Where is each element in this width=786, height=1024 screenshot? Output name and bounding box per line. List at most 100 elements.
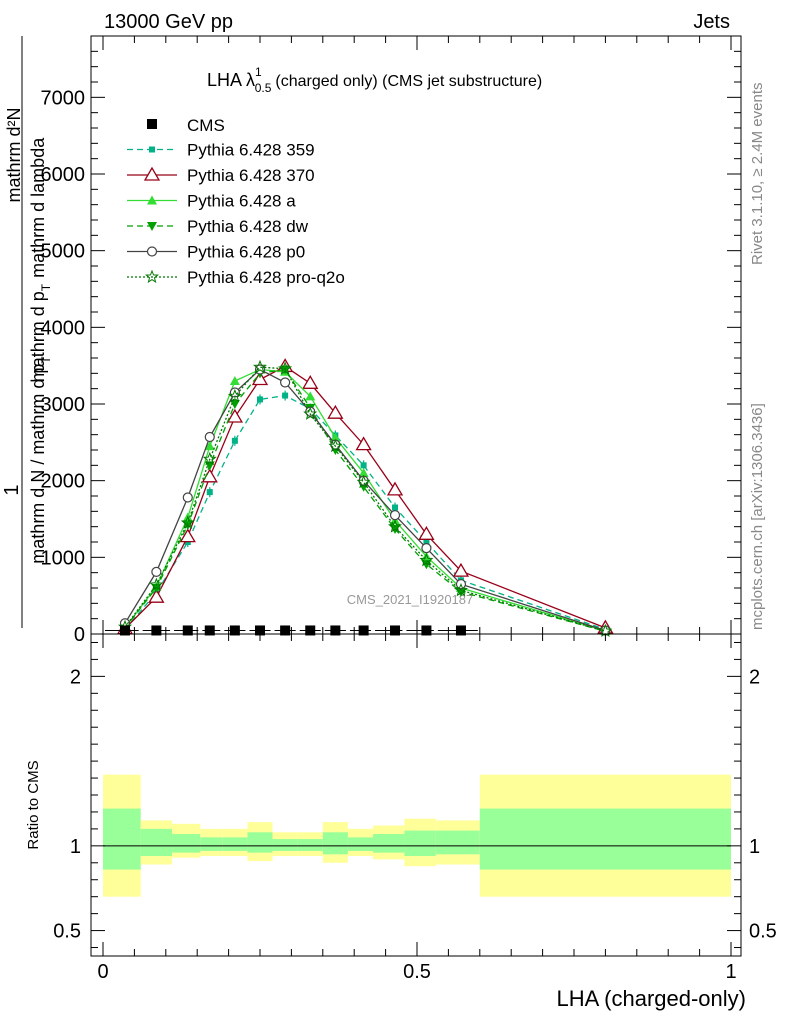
chart-title-sub: 0.5: [255, 81, 272, 95]
main-axis-ticks: 0 1000 2000 3000 4000 5000 6000 7000: [41, 35, 741, 646]
ratio-tick-label-left: 0.5: [53, 921, 81, 943]
legend-marker-1: [143, 166, 161, 181]
series-point-0-5: [257, 396, 263, 403]
series-point-1-9: [355, 436, 372, 451]
ratio-axis-label: Ratio to CMS: [25, 760, 42, 849]
y-label-dlambda: mathrm d lambda: [28, 137, 48, 278]
series-point-2-8: [330, 432, 341, 442]
series-point-1-2: [179, 528, 196, 543]
y-label-dn-dp-sub: T: [39, 356, 53, 364]
y-tick-label: 5000: [41, 241, 86, 263]
ratio-band-inner-0: [103, 808, 141, 870]
ratio-band-inner-9: [347, 837, 374, 851]
legend-marker-0: [149, 146, 155, 153]
y-label-dp-sub: T: [39, 283, 53, 291]
chart-title-main: LHA λ: [207, 70, 255, 90]
series-line-2: [124, 368, 606, 632]
y-label-dn-dp: mathrm d N / mathrm d p: [28, 364, 48, 564]
y-label-d2n: mathrm d²N: [4, 107, 24, 202]
series-point-5-1: [149, 577, 164, 591]
y-tick-label: 7000: [41, 87, 86, 109]
series-point-0-4: [231, 437, 238, 444]
series-point-5-8: [328, 438, 343, 453]
ratio-band-inner-5: [247, 832, 273, 853]
legend-label-3: Pythia 6.428 dw: [187, 217, 309, 236]
series-point-1-11: [418, 526, 435, 540]
series-point-1-4: [226, 408, 244, 423]
ratio-band-inner-7: [297, 839, 323, 851]
collision-energy-label: 13000 GeV pp: [104, 11, 233, 33]
series-point-5-4: [227, 388, 242, 403]
series-point-5-11: [419, 553, 434, 567]
ratio-band-inner-6: [272, 839, 298, 851]
legend-label-4: Pythia 6.428 p0: [187, 243, 305, 262]
y-tick-label: 3000: [41, 394, 86, 416]
series-point-4-1: [151, 566, 162, 578]
cms-point-10: [390, 625, 401, 636]
legend-marker-3: [147, 222, 157, 231]
ratio-band-inner-10: [373, 833, 405, 853]
legend-marker-2: [147, 195, 157, 205]
ratio-band-inner-4: [222, 837, 248, 851]
series-point-5-9: [356, 474, 371, 489]
y-axis-label-top: mathrm d²N: [4, 107, 24, 202]
series-point-5-6: [278, 361, 293, 375]
cms-data-points: [105, 625, 478, 636]
rivet-version-label: Rivet 3.1.10, ≥ 2.4M events: [749, 83, 766, 266]
series-layer: [116, 358, 614, 637]
cms-point-1: [151, 625, 162, 636]
ratio-band-inner-1: [140, 828, 173, 857]
series-point-5-5: [253, 359, 267, 374]
y-tick-label: 4000: [41, 317, 86, 339]
cms-point-3: [204, 625, 215, 636]
ratio-tick-label-right: 1: [749, 836, 760, 858]
series-point-5-2: [180, 515, 195, 529]
y-axis-label: 1 mathrm d²N mathrm d pTmathrm d lambda …: [1, 36, 53, 628]
series-point-2-7: [305, 391, 316, 401]
y-axis-label-top-b: mathrm d pTmathrm d lambda: [28, 137, 53, 382]
cms-point-11: [421, 625, 432, 636]
series-point-4-2: [182, 492, 193, 503]
series-5: [118, 359, 613, 637]
series-point-0-3: [206, 489, 213, 496]
x-tick-label: 0.5: [403, 961, 431, 983]
series-point-1-1: [148, 588, 165, 603]
series-point-1-10: [386, 481, 404, 496]
series-point-4-10: [389, 510, 401, 521]
cms-point-12: [455, 625, 466, 636]
legend-marker-5: [145, 269, 159, 284]
legend-label-2: Pythia 6.428 a: [187, 192, 296, 211]
series-point-5-10: [388, 519, 402, 533]
watermark: CMS_2021_I1920187: [347, 592, 474, 607]
cms-point-8: [330, 625, 341, 636]
process-label: Jets: [693, 11, 730, 33]
series-line-3: [124, 368, 606, 632]
mcplots-label: mcplots.cern.ch [arXiv:1306.3436]: [749, 403, 766, 630]
ratio-band-inner-12: [435, 830, 480, 855]
series-point-4-11: [421, 543, 432, 554]
series-point-5-12: [454, 582, 469, 597]
cms-point-0: [119, 625, 130, 636]
chart-title-sup: 1: [255, 65, 262, 79]
legend-marker-cms: [147, 119, 157, 129]
series-line-4: [124, 368, 606, 632]
ratio-tick-label-right: 2: [749, 666, 760, 688]
series-point-2-9: [358, 468, 369, 477]
cms-point-6: [280, 625, 291, 636]
ratio-band-inner-3: [200, 837, 223, 851]
series-point-5-7: [303, 406, 318, 420]
series-point-4-6: [280, 377, 291, 388]
y-tick-label: 6000: [41, 164, 86, 186]
y-tick-label: 0: [74, 624, 85, 646]
x-axis-ticks: 0 0.5 1: [97, 634, 737, 983]
legend-label-5: Pythia 6.428 pro-q2o: [187, 268, 345, 287]
cms-point-7: [305, 625, 316, 636]
series-point-1-7: [302, 375, 319, 389]
series-point-1-8: [327, 404, 344, 419]
x-tick-label: 1: [725, 961, 736, 983]
ratio-band-inner-2: [172, 833, 201, 853]
y-label-dp: mathrm d p: [28, 291, 48, 382]
chart-title-rest: (charged only) (CMS jet substructure): [275, 73, 542, 90]
ratio-tick-label-left: 2: [70, 666, 81, 688]
